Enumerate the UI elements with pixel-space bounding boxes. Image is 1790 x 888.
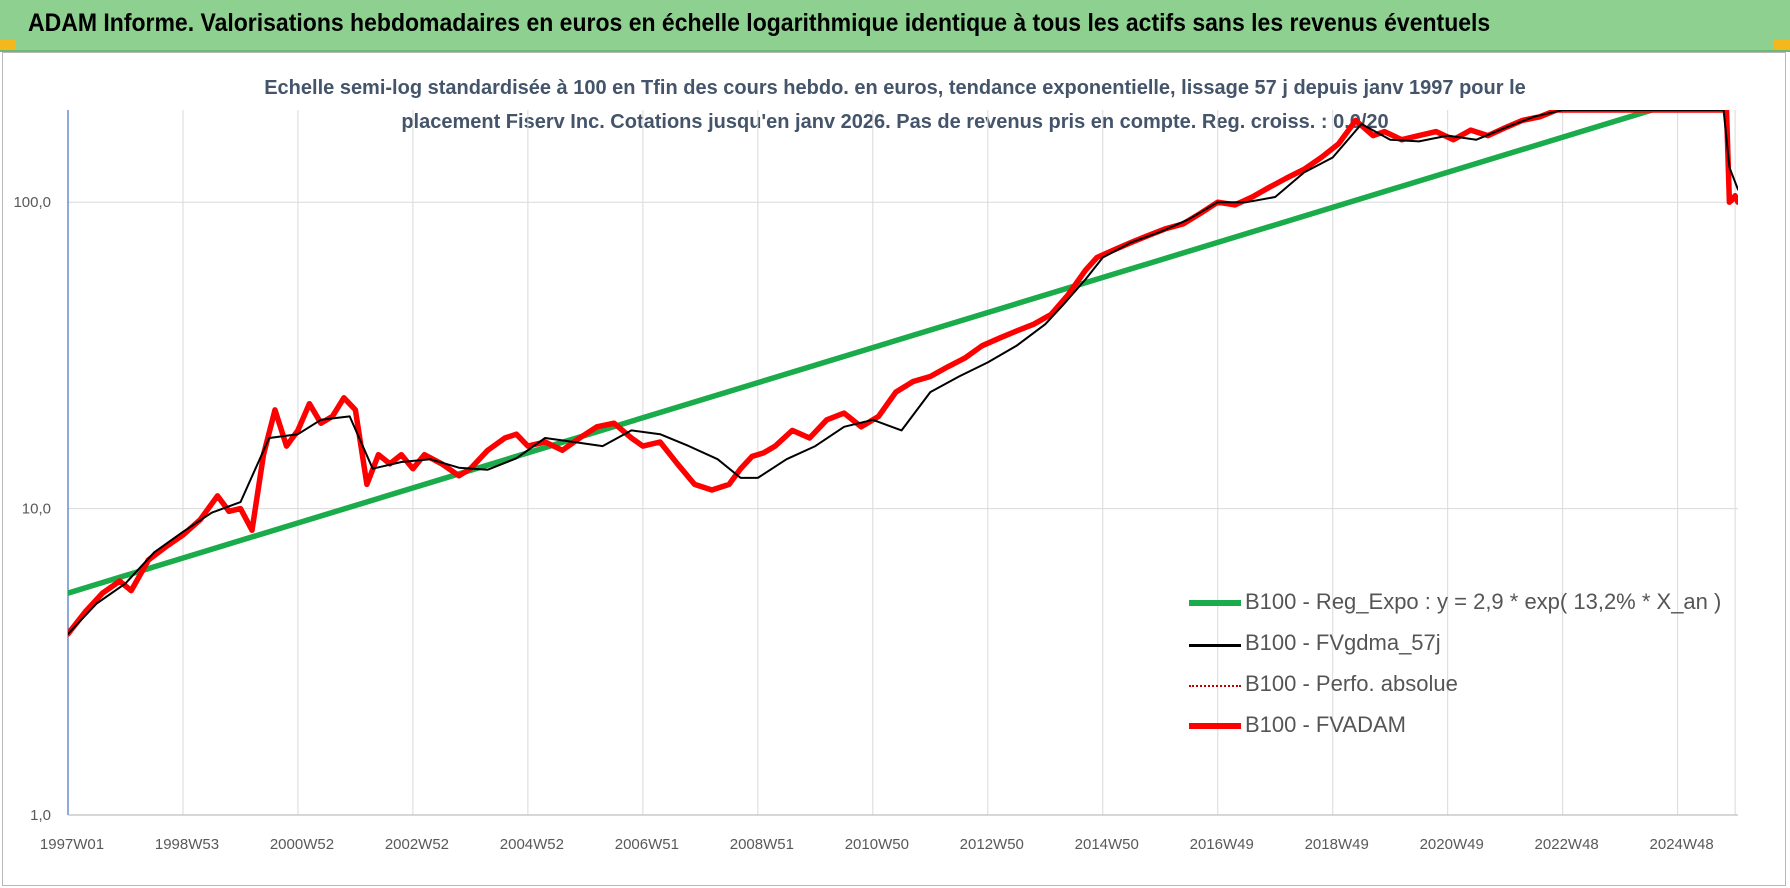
y-tick-label: 10,0 — [22, 501, 51, 518]
x-tick-label: 2024W48 — [1650, 836, 1714, 853]
chart-frame — [2, 52, 1786, 886]
x-tick-label: 1997W01 — [40, 836, 104, 853]
y-tick-label: 100,0 — [13, 194, 51, 211]
legend-swatch-absolute — [1189, 685, 1241, 687]
grid-layer — [68, 110, 1738, 815]
legend-label-fvadam: B100 - FVADAM — [1245, 712, 1406, 737]
legend-swatch-fvadam — [1189, 723, 1241, 729]
x-tick-label: 2008W51 — [730, 836, 794, 853]
x-tick-label: 2000W52 — [270, 836, 334, 853]
x-tick-label: 2002W52 — [385, 836, 449, 853]
x-tick-label: 2004W52 — [500, 836, 564, 853]
legend-swatch-regression — [1189, 600, 1241, 606]
corner-marker-left — [0, 40, 16, 50]
axes-layer — [67, 110, 1738, 816]
legend-label-moving-average: B100 - FVgdma_57j — [1245, 630, 1441, 655]
x-tick-label: 2006W51 — [615, 836, 679, 853]
legend-label-absolute: B100 - Perfo. absolue — [1245, 671, 1458, 696]
x-tick-label: 2018W49 — [1305, 836, 1369, 853]
series-line-moving-average — [68, 110, 1738, 635]
legend-label-regression: B100 - Reg_Expo : y = 2,9 * exp( 13,2% *… — [1245, 589, 1722, 614]
header-banner: ADAM Informe. Valorisations hebdomadaire… — [0, 0, 1790, 52]
x-tick-label: 2012W50 — [960, 836, 1024, 853]
x-tick-label: 2016W49 — [1190, 836, 1254, 853]
x-tick-label: 2020W49 — [1420, 836, 1484, 853]
corner-marker-right — [1774, 40, 1790, 50]
chart-subtitle-line-2: placement Fiserv Inc. Cotations jusqu'en… — [401, 111, 1389, 133]
series-layer — [68, 110, 1738, 637]
series-line-regression — [68, 110, 1655, 596]
legend-swatch-moving-average — [1189, 644, 1241, 647]
x-tick-label: 2022W48 — [1535, 836, 1599, 853]
series-line-fvadam — [68, 110, 1738, 637]
x-tick-label: 1998W53 — [155, 836, 219, 853]
page-title: ADAM Informe. Valorisations hebdomadaire… — [28, 9, 1491, 37]
y-tick-label: 1,0 — [30, 807, 51, 824]
x-tick-label: 2010W50 — [845, 836, 909, 853]
chart-subtitle-line-1: Echelle semi-log standardisée à 100 en T… — [264, 77, 1526, 99]
labels-layer: 1,0 10,0 100,0 1997W01 1998W53 2000W52 2002W52… — [13, 194, 1713, 853]
x-tick-label: 2014W50 — [1075, 836, 1139, 853]
